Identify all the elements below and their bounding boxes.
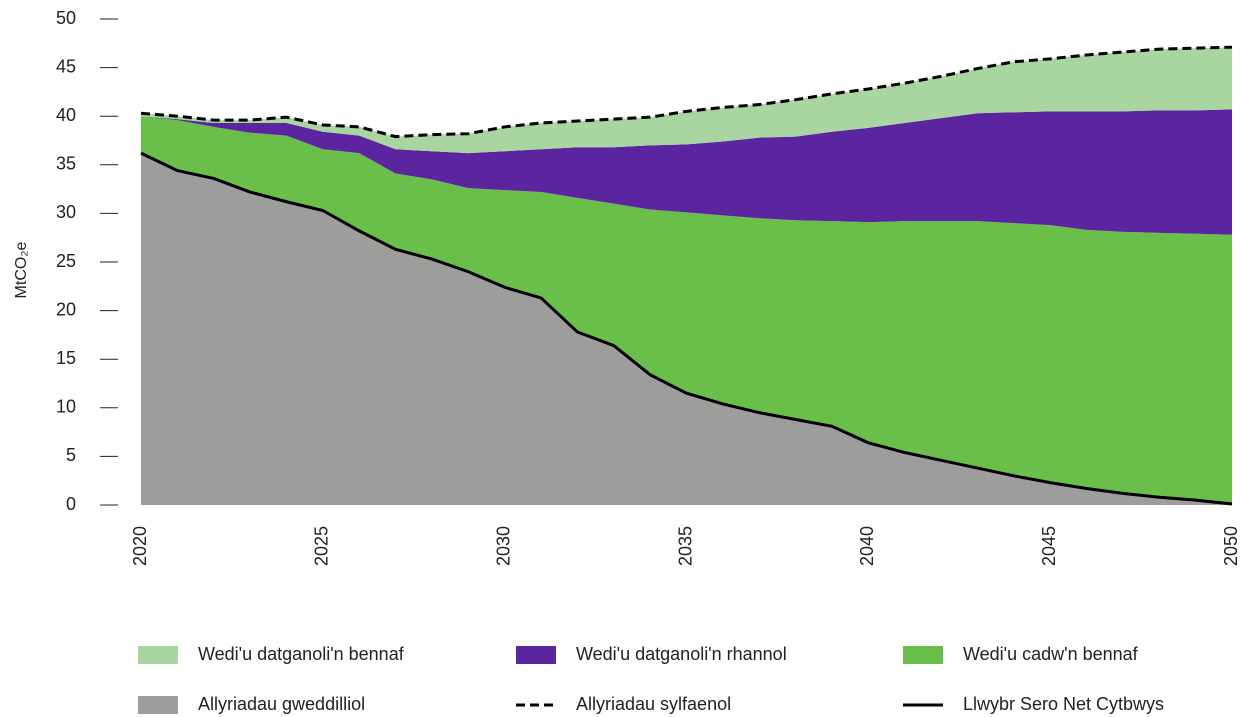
legend-label: Wedi'u datganoli'n rhannol bbox=[576, 644, 787, 664]
area bbox=[141, 116, 1232, 505]
y-tick-label: 15 bbox=[56, 348, 76, 368]
y-tick-label: 50 bbox=[56, 8, 76, 28]
x-tick-label: 2050 bbox=[1221, 526, 1241, 566]
y-tick-label: 0 bbox=[66, 494, 76, 514]
legend-label: Allyriadau gweddilliol bbox=[198, 694, 365, 714]
x-tick-label: 2035 bbox=[675, 526, 695, 566]
y-tick-label: 30 bbox=[56, 202, 76, 222]
y-tick-label: 10 bbox=[56, 397, 76, 417]
y-tick-label: 40 bbox=[56, 105, 76, 125]
x-tick-label: 2040 bbox=[857, 526, 877, 566]
y-tick-label: 20 bbox=[56, 299, 76, 319]
legend-swatch bbox=[138, 696, 178, 714]
legend-swatch bbox=[516, 646, 556, 664]
x-tick-label: 2045 bbox=[1039, 526, 1059, 566]
y-axis-label: MtCO₂e bbox=[13, 241, 30, 298]
y-tick-label: 5 bbox=[66, 445, 76, 465]
legend-label: Wedi'u cadw'n bennaf bbox=[963, 644, 1139, 664]
line bbox=[140, 45, 1233, 139]
legend-swatch bbox=[903, 646, 943, 664]
area bbox=[141, 153, 1232, 506]
line bbox=[140, 151, 1233, 506]
area bbox=[141, 47, 1232, 154]
x-tick-label: 2020 bbox=[130, 526, 150, 566]
y-tick-label: 35 bbox=[56, 154, 76, 174]
x-tick-label: 2025 bbox=[312, 526, 332, 566]
area bbox=[141, 109, 1232, 235]
legend-swatch bbox=[138, 646, 178, 664]
legend-label: Wedi'u datganoli'n bennaf bbox=[198, 644, 405, 664]
legend-label: Llwybr Sero Net Cytbwys bbox=[963, 694, 1164, 714]
legend-label: Allyriadau sylfaenol bbox=[576, 694, 731, 714]
y-tick-label: 45 bbox=[56, 56, 76, 76]
y-tick-label: 25 bbox=[56, 251, 76, 271]
x-tick-label: 2030 bbox=[493, 526, 513, 566]
